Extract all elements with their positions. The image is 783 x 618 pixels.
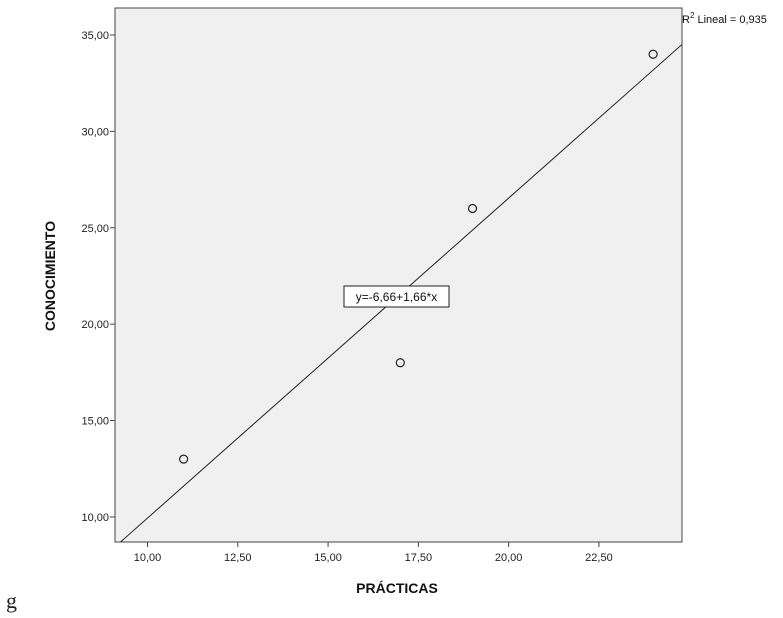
equation-box-frame [343, 285, 450, 308]
y-tick-label: 25,00 [81, 223, 109, 235]
data-point [467, 203, 478, 214]
x-axis-ticks: 10,00 12,50 15,00 17,50 20,00 22,50 [134, 542, 613, 564]
x-tick-label: 15,00 [314, 552, 342, 564]
r2-superscript: 2 [690, 11, 695, 20]
x-tick-label: 10,00 [134, 552, 162, 564]
stray-text: g [6, 588, 17, 613]
r2-label: R2 Lineal = 0,935 [682, 11, 767, 26]
y-tick-label: 35,00 [81, 30, 109, 42]
y-tick-label: 20,00 [81, 319, 109, 331]
x-tick-label: 12,50 [224, 552, 252, 564]
y-axis-ticks: 10,00 15,00 20,00 25,00 30,00 35,00 [81, 30, 115, 524]
equation-box: y=-6,66+1,66*x [343, 285, 450, 308]
data-points [179, 49, 658, 464]
y-tick-label: 30,00 [81, 126, 109, 138]
x-axis-title: PRÁCTICAS [356, 580, 438, 596]
x-tick-label: 17,50 [405, 552, 433, 564]
y-tick-label: 10,00 [81, 512, 109, 524]
r2-value: Lineal = 0,935 [694, 14, 766, 26]
data-point [648, 49, 658, 59]
y-axis-title: CONOCIMIENTO [42, 221, 58, 331]
y-tick-label: 15,00 [81, 416, 109, 428]
data-point [179, 454, 189, 464]
data-point [395, 358, 405, 368]
x-tick-label: 22,50 [585, 552, 613, 564]
plot-area [114, 7, 683, 543]
x-tick-label: 20,00 [495, 552, 523, 564]
equation-label: y=-6,66+1,66*x [356, 290, 437, 304]
r2-prefix: R [682, 14, 690, 26]
